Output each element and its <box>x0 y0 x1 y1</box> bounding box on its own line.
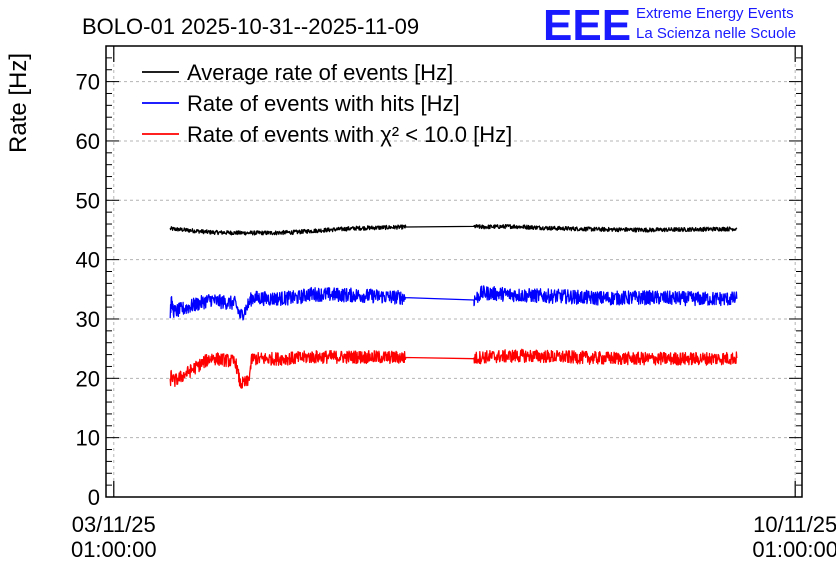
y-tick-label: 40 <box>76 248 100 273</box>
series-line-3 <box>169 348 738 389</box>
y-tick-label: 60 <box>76 129 100 154</box>
legend: Average rate of events [Hz] Rate of event… <box>142 60 512 147</box>
y-tick-label: 30 <box>76 307 100 332</box>
eee-logo-line2: La Scienza nelle Scuole <box>636 25 796 42</box>
eee-logo-line1: Extreme Energy Events <box>636 5 794 22</box>
legend-label-1: Average rate of events [Hz] <box>187 60 453 85</box>
x-tick-label-date: 03/11/25 <box>72 512 156 537</box>
eee-logo-mark: EEE <box>543 1 631 50</box>
y-axis-label: Rate [Hz] <box>5 53 32 153</box>
axes: 01020304050607003/11/2501:00:0010/11/250… <box>71 45 836 562</box>
y-tick-label: 50 <box>76 188 100 213</box>
x-tick-label-time: 01:00:00 <box>752 537 836 562</box>
y-tick-label: 70 <box>76 70 100 95</box>
legend-label-3: Rate of events with χ² < 10.0 [Hz] <box>187 122 512 147</box>
y-tick-label: 0 <box>88 485 100 510</box>
y-tick-label: 10 <box>76 426 100 451</box>
series-layer <box>169 223 738 389</box>
x-tick-label-date: 10/11/25 <box>753 512 836 537</box>
series-line-1 <box>169 223 738 236</box>
legend-label-2: Rate of events with hits [Hz] <box>187 91 460 116</box>
chart-title: BOLO-01 2025-10-31--2025-11-09 <box>82 14 419 39</box>
grid-lines <box>106 46 802 497</box>
eee-logo: EEE Extreme Energy Events La Scienza nel… <box>543 1 796 50</box>
series-line-2 <box>169 285 738 321</box>
x-tick-label-time: 01:00:00 <box>71 537 157 562</box>
y-tick-label: 20 <box>76 366 100 391</box>
